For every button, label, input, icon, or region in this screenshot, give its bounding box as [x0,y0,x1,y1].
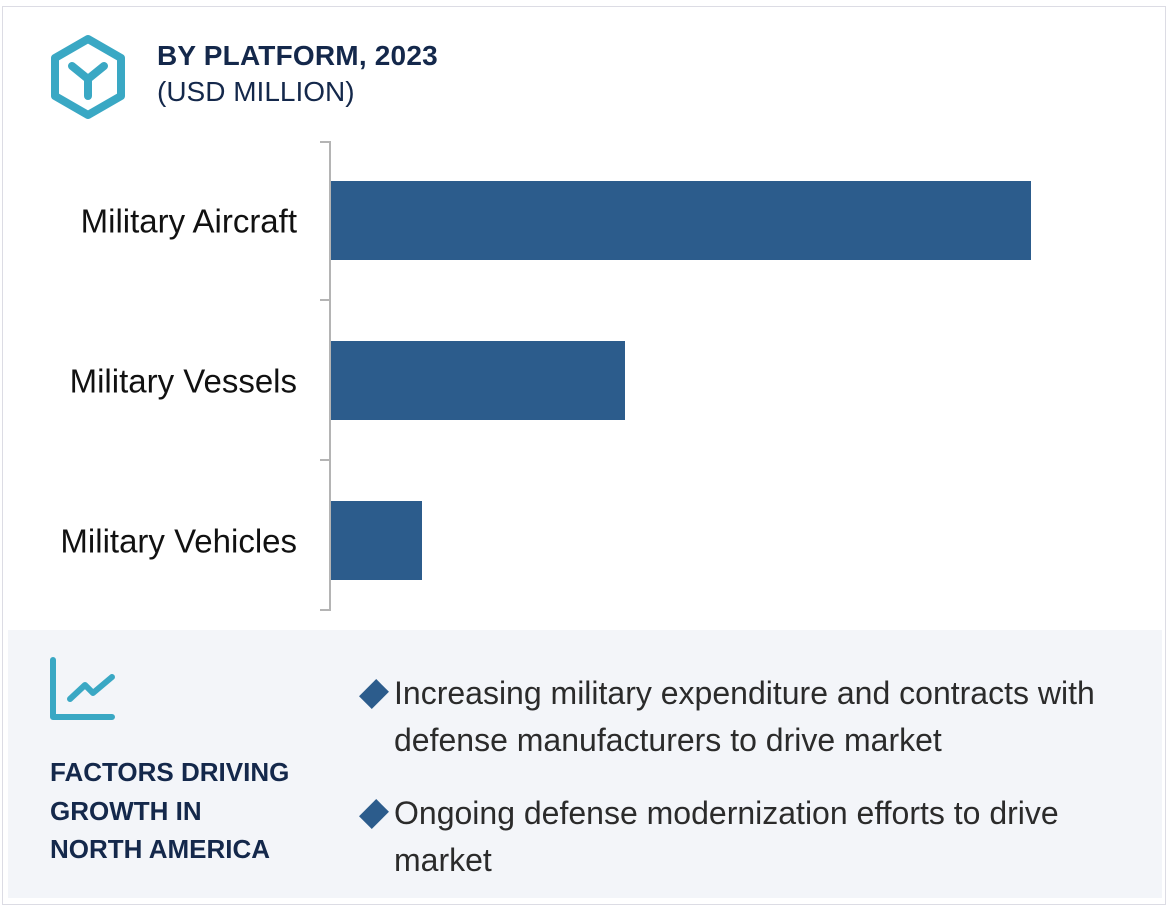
diamond-bullet-icon [359,799,389,829]
factors-heading-line: GROWTH IN [50,795,202,826]
trend-chart-icon [50,657,115,720]
diamond-bullet-icon [359,679,389,709]
bar-military-vessels [331,341,625,420]
bar-chart: Military Aircraft Military Vessels Militar… [60,141,1031,611]
category-label: Military Vehicles [60,523,297,560]
factor-item: Increasing military expenditure and cont… [359,670,1150,764]
factor-text: Ongoing defense modernization efforts to… [394,795,1059,878]
factors-list: Increasing military expenditure and cont… [359,670,1150,910]
bar-military-vehicles [331,501,422,580]
factor-text: Increasing military expenditure and cont… [394,675,1095,758]
bar-military-aircraft [331,181,1031,260]
category-axis [320,141,331,611]
factors-heading-line: NORTH AMERICA [50,834,271,864]
factors-panel [8,630,1162,898]
factor-item: Ongoing defense modernization efforts to… [359,790,1150,884]
chart-title: BY PLATFORM, 2023 [157,40,438,71]
category-label: Military Aircraft [81,203,297,240]
factors-heading-line: FACTORS DRIVING [50,757,290,787]
hexagon-y-icon [51,35,125,119]
chart-subtitle: (USD MILLION) [157,76,355,107]
category-label: Military Vessels [70,363,297,400]
factors-heading: FACTORS DRIVING GROWTH IN NORTH AMERICA [50,753,289,869]
